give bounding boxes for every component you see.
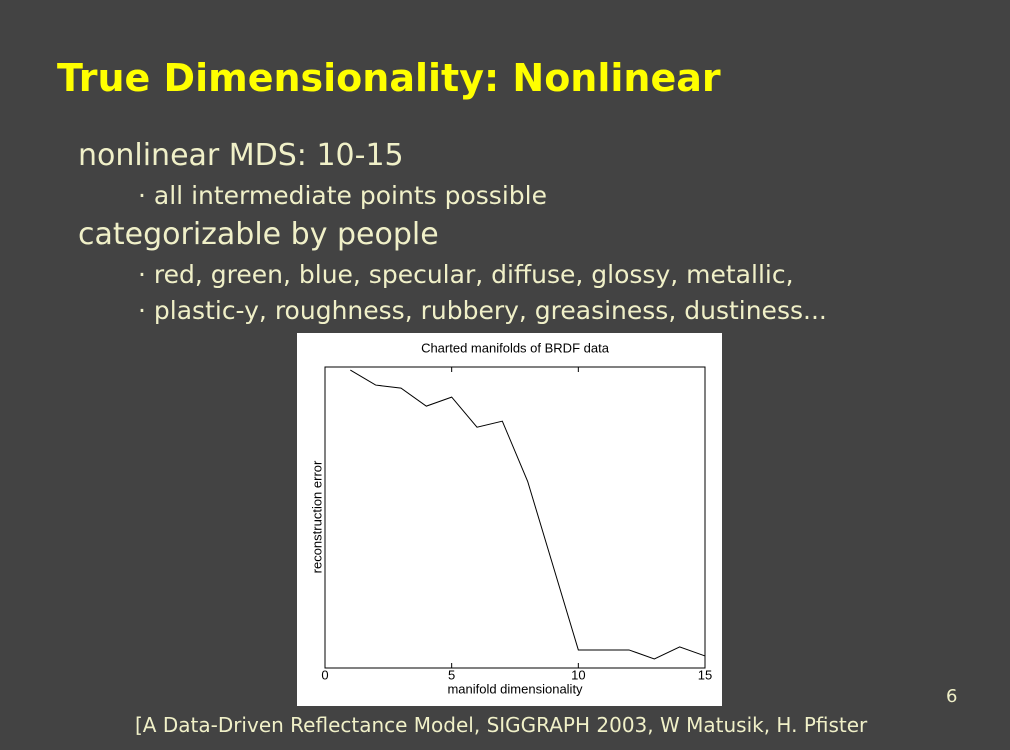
sub-bullet: all intermediate points possible [138,181,547,210]
bullet: nonlinear MDS: 10-15 [78,138,404,173]
x-tick-label: 10 [571,667,585,682]
x-tick-label: 0 [321,667,328,682]
bullet: categorizable by people [78,217,439,252]
citation: [A Data-Driven Reflectance Model, SIGGRA… [135,713,868,737]
chart-title: Charted manifolds of BRDF data [421,340,610,355]
plot-frame [324,366,706,669]
x-tick-label: 5 [448,667,455,682]
sub-bullet: red, green, blue, specular, diffuse, glo… [138,260,794,289]
x-tick-label: 15 [698,667,712,682]
page-number: 6 [946,686,958,707]
chart-background [297,333,722,706]
sub-bullet: plastic-y, roughness, rubbery, greasines… [138,296,827,325]
data-line [350,369,706,660]
x-axis-label: manifold dimensionality [447,681,583,696]
y-axis-label: reconstruction error [309,460,324,573]
slide-title: True Dimensionality: Nonlinear [57,56,721,100]
